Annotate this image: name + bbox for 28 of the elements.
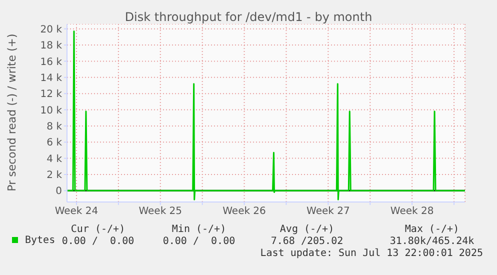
chart-title: Disk throughput for /dev/md1 - by month bbox=[124, 10, 374, 24]
text: 31.80k/465.24k bbox=[388, 236, 476, 247]
y-tick-label: 12 k bbox=[40, 89, 62, 100]
text: 0.00 / 0.00 bbox=[62, 236, 134, 247]
y-tick-label: 18 k bbox=[40, 40, 62, 52]
x-tick-label: Week 24 bbox=[54, 206, 98, 218]
y-tick-label: 16 k bbox=[40, 56, 62, 68]
text: Avg (-/+) bbox=[278, 224, 336, 235]
y-tick-label: 4 k bbox=[46, 154, 62, 165]
text: Last update: Sun Jul 13 22:00:01 2025 bbox=[260, 248, 483, 259]
x-tick-label: Week 28 bbox=[390, 206, 434, 218]
text: 7.68 /205.02 bbox=[270, 236, 344, 247]
text: 0.00 / 0.00 bbox=[162, 236, 236, 247]
text: Cur (-/+) bbox=[70, 224, 126, 235]
y-tick-label: 8 k bbox=[46, 121, 62, 132]
y-axis-title: Pr second read (-) / write (+) bbox=[6, 32, 18, 194]
y-tick-label: 14 k bbox=[40, 72, 62, 84]
y-tick-label: 6 k bbox=[46, 138, 62, 149]
y-tick-label: 0 bbox=[56, 186, 62, 198]
text: Max (-/+) bbox=[404, 224, 460, 235]
y-tick-label: 20 k bbox=[40, 24, 62, 36]
y-tick-label: 2 k bbox=[46, 170, 62, 182]
text: Min (-/+) bbox=[170, 224, 228, 235]
y-tick-label: 10 k bbox=[40, 105, 62, 116]
x-tick-label: Week 26 bbox=[222, 206, 266, 218]
x-tick-label: Week 27 bbox=[306, 206, 350, 218]
x-tick-label: Week 25 bbox=[138, 206, 182, 218]
legend-label: Bytes bbox=[25, 234, 56, 246]
